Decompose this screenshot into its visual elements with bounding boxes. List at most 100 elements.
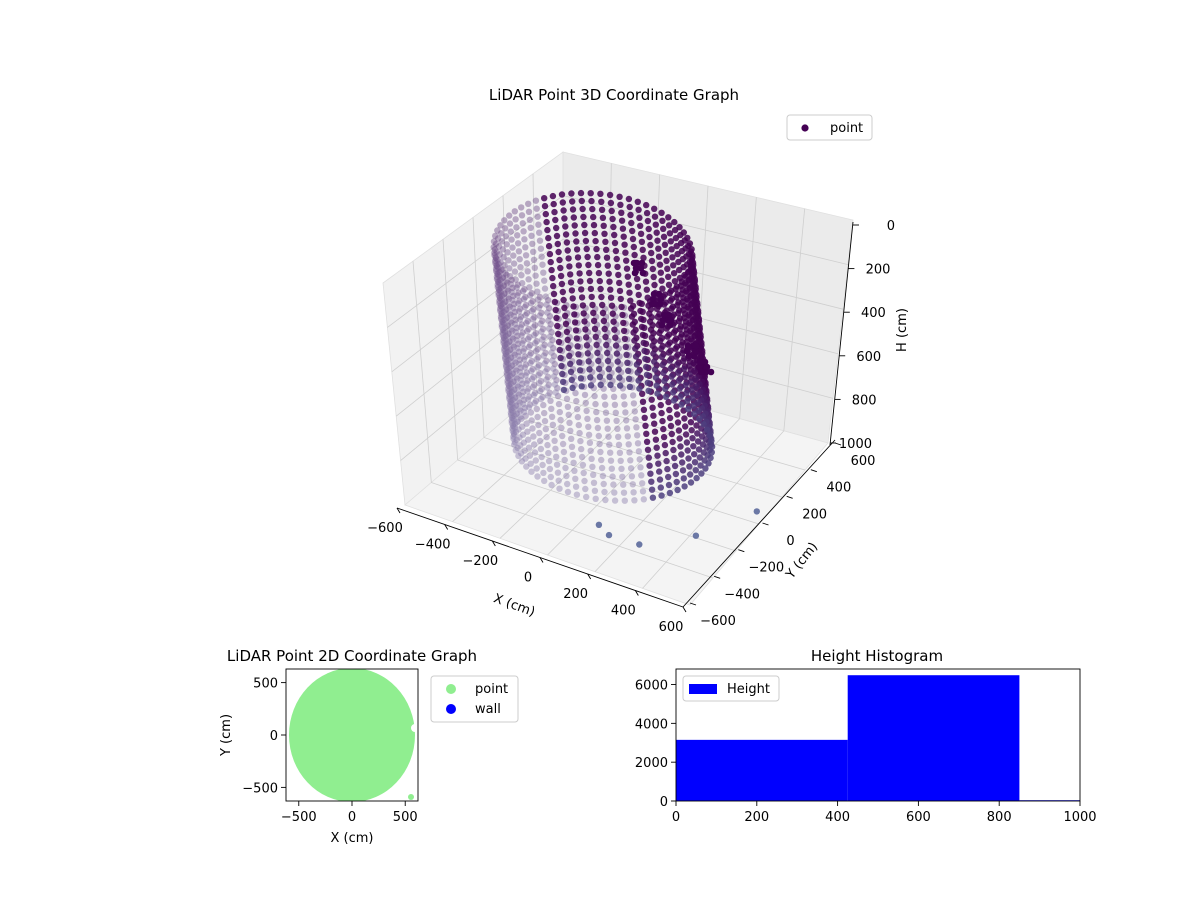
lidar-point <box>498 323 506 331</box>
lidar-point <box>548 481 555 489</box>
lidar-point <box>514 240 522 247</box>
lidar-point <box>660 433 668 441</box>
legend-point-label: point <box>830 121 863 136</box>
lidar-point <box>643 209 651 217</box>
lidar-point <box>635 291 642 299</box>
lidar-point <box>534 213 541 220</box>
lidar-point <box>546 313 554 320</box>
lidar-point <box>621 241 628 248</box>
lidar-point <box>623 425 631 432</box>
lidar-point <box>568 190 575 197</box>
lidar-point <box>499 274 507 281</box>
x-tick-label-hist: 0 <box>672 810 680 825</box>
lidar-point <box>634 369 641 376</box>
lidar-point <box>505 375 512 382</box>
lidar-point <box>650 350 657 357</box>
lidar-point <box>604 262 611 269</box>
lidar-point <box>501 320 508 327</box>
lidar-point <box>682 381 689 389</box>
lidar-point <box>652 221 659 228</box>
lidar-point <box>513 284 520 291</box>
z-axis-line <box>829 221 854 446</box>
lidar-point <box>510 343 518 350</box>
lidar-point <box>560 448 568 456</box>
lidar-point <box>510 387 517 394</box>
lidar-point <box>514 292 521 299</box>
lidar-point <box>509 284 516 292</box>
lidar-point <box>661 241 669 248</box>
lidar-point <box>601 488 608 496</box>
lidar-point <box>581 229 589 237</box>
lidar-point <box>590 317 598 325</box>
y-tick-label-hist: 6000 <box>635 679 668 694</box>
lidar-point <box>568 287 576 294</box>
lidar-point <box>515 391 523 398</box>
lidar-point <box>706 432 713 439</box>
lidar-point <box>611 231 618 239</box>
scatter-stray-point <box>408 794 414 800</box>
lidar-point <box>594 261 602 269</box>
lidar-point <box>634 432 641 439</box>
lidar-point <box>668 305 675 312</box>
lidar-point <box>539 336 546 343</box>
lidar-point <box>503 344 510 351</box>
lidar-point <box>667 238 674 245</box>
lidar-point <box>672 470 680 478</box>
lidar-point <box>563 239 571 246</box>
lidar-point <box>562 223 569 230</box>
lidar-point <box>534 473 541 480</box>
lidar-point <box>572 483 580 490</box>
lidar-point <box>564 403 572 410</box>
lidar-point <box>531 399 538 407</box>
lidar-point <box>557 264 564 272</box>
lidar-point <box>568 443 576 450</box>
lidar-point <box>519 431 527 438</box>
lidar-point <box>497 288 505 295</box>
lidar-point <box>509 427 516 435</box>
lidar-point <box>606 191 614 199</box>
lidar-point <box>506 338 513 345</box>
lidar-point <box>499 275 506 282</box>
lidar-point <box>509 396 516 404</box>
lidar-point <box>648 486 656 493</box>
lidar-point <box>683 295 691 303</box>
lidar-point <box>550 365 557 372</box>
lidar-point <box>513 402 520 409</box>
lidar-point <box>668 373 675 380</box>
lidar-point <box>561 456 568 464</box>
lidar-point <box>670 389 677 396</box>
lidar-point <box>499 283 507 290</box>
lidar-point <box>492 254 499 261</box>
lidar-point <box>497 284 505 292</box>
lidar-point <box>508 406 515 413</box>
lidar-point <box>627 305 635 312</box>
lidar-point <box>606 373 613 381</box>
lidar-point <box>578 453 586 461</box>
lidar-outlier <box>636 541 643 548</box>
lidar-point <box>624 433 631 440</box>
lidar-point <box>677 334 684 341</box>
lidar-point <box>511 420 519 428</box>
lidar-point <box>611 489 618 496</box>
lidar-outlier <box>692 532 700 539</box>
lidar-point <box>498 311 505 318</box>
lidar-point <box>536 237 544 244</box>
lidar-point <box>692 383 700 391</box>
lidar-point <box>687 419 695 426</box>
lidar-point <box>578 197 585 205</box>
y-tick-label-3d: 400 <box>826 481 851 496</box>
lidar-point <box>495 289 502 296</box>
lidar-point <box>643 201 650 209</box>
lidar-point <box>611 497 619 504</box>
lidar-point <box>498 292 506 300</box>
lidar-point <box>501 299 508 306</box>
chart-histogram: Height Histogram 0 200 400 600 800 1000 0 2000 4… <box>635 647 1097 825</box>
scatter-disc <box>289 669 415 801</box>
lidar-point <box>620 481 627 488</box>
lidar-point <box>630 489 637 496</box>
lidar-point <box>677 393 684 400</box>
lidar-point <box>671 218 678 226</box>
lidar-point <box>662 393 670 400</box>
lidar-point <box>642 355 649 363</box>
lidar-point <box>554 322 561 330</box>
